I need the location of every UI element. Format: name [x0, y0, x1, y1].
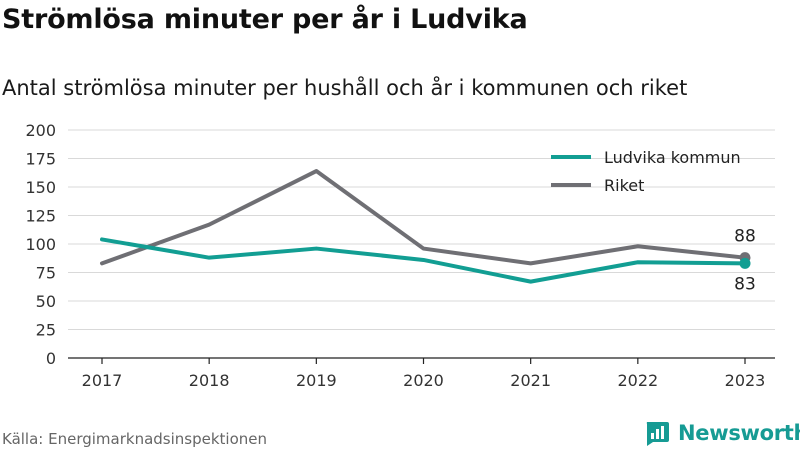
data-label-ludvika: 83 [734, 274, 756, 294]
x-tick-label: 2022 [617, 371, 658, 390]
x-tick-label: 2018 [189, 371, 230, 390]
source-note: Källa: Energimarknadsinspektionen [2, 430, 268, 448]
y-tick-label: 50 [36, 292, 56, 311]
series-line-ludvika [100, 237, 747, 284]
brand-logo: Newsworthy [644, 420, 800, 446]
axes: 0 25 50 75 100 125 150 175 200 2017 2018 2019 2020 20… [25, 121, 775, 390]
x-tick-label: 2017 [82, 371, 123, 390]
brand-name: Newsworthy [678, 421, 800, 445]
x-tick-label: 2019 [296, 371, 337, 390]
chart-subtitle: Antal strömlösa minuter per hushåll och … [2, 76, 688, 100]
x-tick-label: 2023 [725, 371, 766, 390]
x-tick-label: 2020 [403, 371, 444, 390]
series-lines [100, 169, 751, 284]
x-tick-label: 2021 [510, 371, 551, 390]
series-line-riket [100, 169, 747, 266]
data-labels: 88 83 [734, 227, 756, 295]
y-tick-label: 100 [25, 235, 56, 254]
grid-lines [68, 129, 775, 330]
y-tick-label: 125 [25, 207, 56, 226]
newsworthy-logo-icon [646, 422, 669, 446]
y-tick-label: 175 [25, 150, 56, 169]
y-tick-label: 75 [36, 264, 56, 283]
legend: Ludvika kommun Riket [551, 148, 741, 195]
endpoint-ludvika [739, 257, 751, 269]
y-tick-label: 200 [25, 121, 56, 140]
y-tick-label: 0 [46, 349, 56, 368]
data-label-riket: 88 [734, 227, 756, 247]
y-tick-label: 25 [36, 321, 56, 340]
line-chart: 0 25 50 75 100 125 150 175 200 2017 2018 2019 2020 20… [25, 121, 775, 390]
legend-label: Ludvika kommun [604, 148, 741, 167]
chart-title: Strömlösa minuter per år i Ludvika [2, 4, 528, 35]
legend-label: Riket [604, 176, 644, 195]
y-tick-label: 150 [25, 178, 56, 197]
